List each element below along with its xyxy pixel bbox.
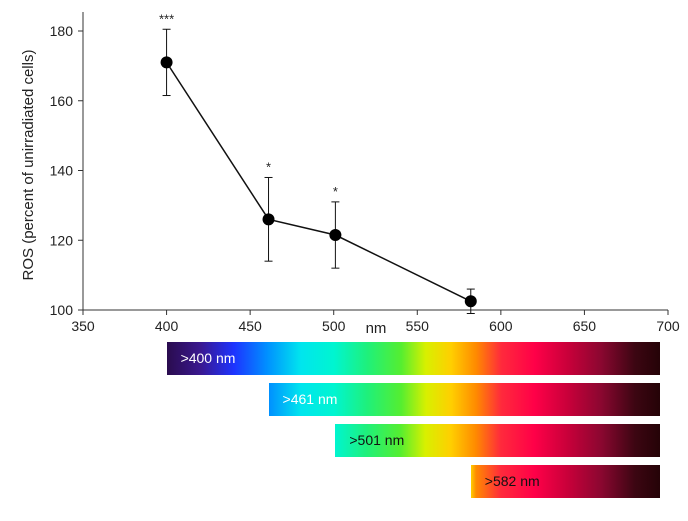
x-tick-label: 700 (656, 318, 680, 334)
x-tick-label: 500 (322, 318, 346, 334)
y-tick-label: 180 (50, 23, 74, 39)
y-tick-label: 100 (50, 302, 74, 318)
filter-band-label: >461 nm (282, 391, 338, 407)
significance-label: * (333, 184, 338, 199)
filter-band-label: >501 nm (349, 432, 405, 448)
y-axis-title: ROS (percent of unirradiated cells) (20, 50, 37, 281)
plot-area: ***** (159, 11, 477, 314)
y-tick-label: 120 (50, 232, 74, 248)
data-point (160, 56, 173, 69)
filter-band: >501 nm (335, 424, 660, 457)
data-point (262, 213, 275, 226)
x-axis: 350 400 450 500 550 600 650 700 (71, 309, 680, 334)
x-tick-label: 350 (71, 318, 95, 334)
filter-band-label: >400 nm (180, 350, 236, 366)
series-line (165, 61, 472, 302)
filter-band: >461 nm (268, 383, 660, 416)
x-tick-label: 600 (489, 318, 513, 334)
filter-band: >582 nm (470, 465, 660, 498)
data-point (329, 229, 342, 242)
filter-band: >400 nm (166, 342, 660, 375)
y-axis: 100 120 140 160 180 (50, 12, 84, 318)
significance-label: * (266, 159, 271, 174)
y-tick-label: 140 (50, 163, 74, 179)
x-tick-label: 650 (573, 318, 597, 334)
x-tick-label: 400 (155, 318, 179, 334)
y-tick-label: 160 (50, 93, 74, 109)
data-point (464, 295, 477, 308)
x-tick-label: 550 (406, 318, 430, 334)
filter-band-label: >582 nm (484, 473, 540, 489)
x-tick-label: 450 (238, 318, 262, 334)
x-axis-title: nm (366, 320, 387, 337)
significance-label: *** (159, 11, 174, 26)
